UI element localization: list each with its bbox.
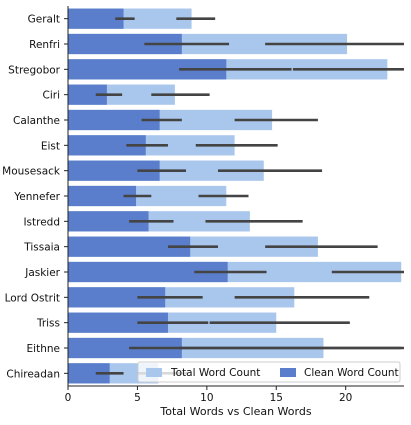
y-tick-label: Triss xyxy=(36,318,60,330)
legend-label-clean: Clean Word Count xyxy=(304,367,399,379)
x-tick-label: 0 xyxy=(65,392,72,404)
y-tick-label: Lord Ostrit xyxy=(5,292,60,304)
y-tick-label: Jaskier xyxy=(24,267,60,279)
bar-clean-geralt xyxy=(68,8,124,29)
x-axis: 0 5 10 15 20 xyxy=(65,385,404,404)
legend-box xyxy=(137,361,401,383)
x-tick-label: 15 xyxy=(270,392,283,404)
legend-swatch-total xyxy=(146,368,162,377)
error-bars-layer xyxy=(95,17,404,375)
bar-clean-triss xyxy=(68,312,168,333)
y-tick-label: Stregobor xyxy=(8,64,61,76)
bar-clean-lord-ostrit xyxy=(68,287,166,308)
bar-clean-yennefer xyxy=(68,185,137,207)
bar-clean-chireadan xyxy=(68,363,110,384)
y-tick-label: Eithne xyxy=(27,343,60,355)
y-tick-label: Geralt xyxy=(28,14,60,26)
bar-clean-renfri xyxy=(68,33,182,55)
y-tick-label: Ciri xyxy=(43,90,60,102)
x-axis-label: Total Words vs Clean Words xyxy=(159,405,311,418)
y-axis: Geralt Renfri Stregobor Ciri Calanthe Eist Mou… xyxy=(2,6,69,386)
x-tick-label: 5 xyxy=(134,392,141,404)
bar-clean-calanthe xyxy=(68,109,160,131)
y-tick-label: Yennefer xyxy=(13,191,60,203)
x-tick-label: 20 xyxy=(339,392,352,404)
bar-clean-jaskier xyxy=(68,261,228,283)
legend-label-total: Total Word Count xyxy=(170,367,260,379)
x-tick-label: 10 xyxy=(200,392,213,404)
y-tick-label: Eist xyxy=(41,140,60,152)
bar-clean-tissaia xyxy=(68,236,191,257)
y-tick-label: Tissaia xyxy=(23,242,60,254)
y-tick-label: Chireadan xyxy=(6,368,60,380)
legend: Total Word Count Clean Word Count xyxy=(137,361,401,383)
y-tick-label: Mousesack xyxy=(2,166,61,178)
legend-swatch-clean xyxy=(280,368,296,377)
y-tick-label: Istredd xyxy=(23,216,60,228)
bar-clean-mousesack xyxy=(68,160,160,181)
bar-clean-eist xyxy=(68,135,146,156)
y-tick-label: Renfri xyxy=(29,39,60,51)
y-tick-label: Calanthe xyxy=(13,115,60,127)
bar-clean-stregobor xyxy=(68,59,227,80)
bar-clean-ciri xyxy=(68,84,107,105)
bar-clean-eithne xyxy=(68,337,182,359)
bar-clean-istredd xyxy=(68,211,149,232)
